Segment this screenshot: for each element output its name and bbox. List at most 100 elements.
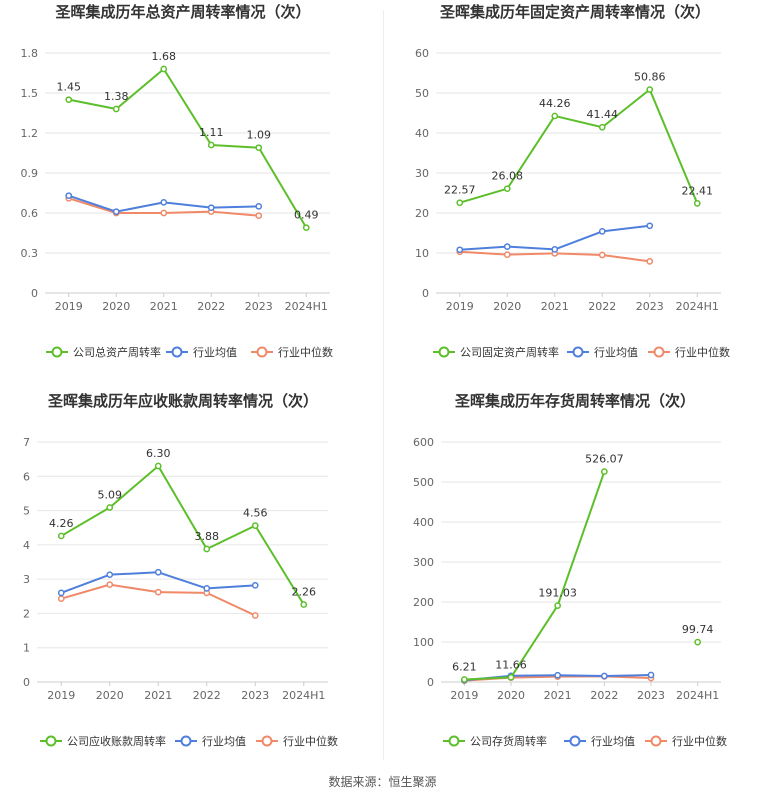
- legend-marker-icon: [171, 346, 183, 358]
- x-tick-label: 2019: [450, 689, 478, 702]
- series-line-segment: [463, 676, 512, 681]
- x-tick-label: 2024H1: [282, 689, 325, 702]
- series-line-segment: [67, 98, 118, 110]
- data-point[interactable]: [207, 141, 215, 149]
- data-point[interactable]: [460, 676, 468, 683]
- legend-item-industry-median-series[interactable]: 行业中位数: [648, 345, 730, 359]
- legend-item-company-series[interactable]: 公司总资产周转率: [46, 345, 161, 359]
- data-point[interactable]: [503, 243, 511, 250]
- legend-item-industry-average-series[interactable]: 行业均值: [175, 735, 246, 748]
- data-point[interactable]: [255, 202, 263, 210]
- data-point[interactable]: [646, 86, 654, 93]
- company-series: 22.57 26.08 44.26 41.44 50.86 22.41: [444, 71, 713, 207]
- legend-item-company-series[interactable]: 公司固定资产周转率: [433, 345, 559, 359]
- data-point[interactable]: [154, 568, 162, 576]
- data-point[interactable]: [507, 673, 515, 681]
- data-point[interactable]: [551, 246, 559, 253]
- x-tick-label: 2021: [144, 689, 172, 702]
- legend-item-industry-average-series[interactable]: 行业均值: [567, 346, 638, 359]
- chart-svg: 圣晖集成历年存货周转率情况（次） 0 100 200 300 400 500 600 2019 2…: [413, 392, 727, 748]
- legend-marker-icon: [448, 735, 460, 747]
- data-point[interactable]: [694, 638, 702, 646]
- data-point[interactable]: [112, 208, 120, 216]
- series-line-segment: [157, 571, 208, 590]
- data-point[interactable]: [255, 144, 263, 152]
- data-point[interactable]: [646, 222, 654, 230]
- legend-item-industry-median-series[interactable]: 行业中位数: [645, 734, 727, 748]
- data-point[interactable]: [300, 601, 308, 608]
- legend-item-company-series[interactable]: 公司存货周转率: [443, 734, 547, 748]
- data-point[interactable]: [456, 246, 464, 254]
- data-point[interactable]: [693, 200, 701, 207]
- data-point[interactable]: [112, 105, 120, 113]
- data-point[interactable]: [106, 504, 114, 511]
- data-point[interactable]: [251, 612, 259, 619]
- legend-item-company-series[interactable]: 公司应收账款周转率: [40, 734, 166, 748]
- series-line-segment: [108, 583, 160, 594]
- data-point[interactable]: [106, 581, 114, 588]
- legend-item-industry-median-series[interactable]: 行业中位数: [256, 734, 338, 748]
- data-point[interactable]: [302, 224, 310, 232]
- data-point[interactable]: [554, 671, 562, 679]
- y-tick-label: 0: [422, 287, 429, 300]
- y-tick-label: 30: [415, 167, 429, 180]
- series-line-segment: [210, 144, 260, 149]
- data-point[interactable]: [647, 671, 655, 679]
- data-point[interactable]: [600, 672, 608, 680]
- data-point[interactable]: [503, 185, 511, 193]
- y-tick-label: 0.6: [21, 207, 39, 220]
- legend-label: 行业中位数: [278, 345, 333, 359]
- y-tick-label: 600: [413, 436, 434, 449]
- series-line-segment: [601, 224, 651, 233]
- data-point[interactable]: [160, 209, 168, 217]
- x-tick-label: 2020: [102, 300, 130, 313]
- series-line-segment: [603, 674, 652, 677]
- panel-divider: [383, 10, 384, 760]
- series-line-segment: [510, 604, 559, 679]
- legend-item-industry-average-series[interactable]: 行业均值: [166, 346, 237, 359]
- data-point[interactable]: [503, 251, 511, 258]
- y-tick-label: 1: [23, 642, 30, 655]
- data-point[interactable]: [251, 581, 259, 589]
- data-point[interactable]: [65, 192, 73, 200]
- data-label: 11.66: [495, 658, 527, 671]
- series-line-segment: [510, 674, 559, 677]
- chart-title: 圣晖集成历年应收账款周转率情况（次）: [47, 392, 318, 410]
- series-line-segment: [556, 470, 606, 607]
- data-label: 50.86: [634, 71, 666, 84]
- data-point[interactable]: [65, 96, 73, 104]
- legend-item-industry-median-series[interactable]: 行业中位数: [251, 345, 333, 359]
- data-point[interactable]: [251, 522, 259, 530]
- data-point[interactable]: [57, 532, 65, 540]
- y-tick-label: 40: [415, 127, 429, 140]
- data-point[interactable]: [57, 595, 65, 603]
- y-tick-label: 3: [23, 573, 30, 586]
- data-point[interactable]: [160, 65, 168, 73]
- data-point[interactable]: [154, 588, 162, 596]
- data-point[interactable]: [106, 571, 114, 579]
- data-point[interactable]: [203, 545, 211, 553]
- data-point[interactable]: [207, 204, 215, 212]
- data-point[interactable]: [57, 589, 65, 597]
- data-label: 41.44: [587, 108, 619, 121]
- data-point[interactable]: [600, 468, 608, 475]
- data-point[interactable]: [598, 251, 606, 259]
- data-point[interactable]: [598, 123, 606, 131]
- data-point[interactable]: [554, 602, 562, 609]
- series-line-segment: [115, 201, 165, 213]
- data-point[interactable]: [255, 212, 263, 220]
- data-point[interactable]: [160, 198, 168, 206]
- data-point[interactable]: [551, 112, 559, 120]
- x-tick-label: 2022: [197, 300, 225, 313]
- legend-item-industry-average-series[interactable]: 行业均值: [564, 735, 635, 748]
- legend-label: 公司固定资产周转率: [460, 345, 559, 359]
- series-line-segment: [60, 506, 111, 537]
- data-label: 3.88: [195, 530, 220, 543]
- data-label: 1.38: [104, 90, 129, 103]
- data-point[interactable]: [456, 199, 464, 207]
- y-tick-label: 50: [415, 87, 429, 100]
- data-point[interactable]: [203, 585, 211, 592]
- data-point[interactable]: [646, 258, 654, 265]
- data-point[interactable]: [154, 462, 162, 470]
- data-point[interactable]: [598, 228, 606, 235]
